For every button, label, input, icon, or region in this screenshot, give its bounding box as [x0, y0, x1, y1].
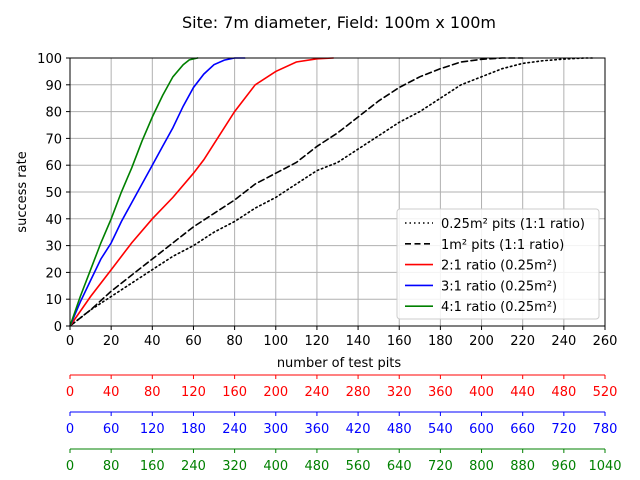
chart-title: Site: 7m diameter, Field: 100m x 100m	[182, 13, 496, 32]
x-tick-label: 240	[551, 334, 576, 349]
x-tick-label: 180	[428, 334, 453, 349]
y-axis-label: success rate	[15, 151, 30, 232]
x-tick-label: 260	[593, 334, 618, 349]
secondary-axis-label: 80	[144, 385, 161, 400]
y-tick-label: 70	[45, 132, 62, 147]
x-tick-label: 20	[103, 334, 120, 349]
secondary-axis-label: 440	[510, 385, 535, 400]
y-tick-label: 30	[45, 240, 62, 255]
secondary-axis-label: 0	[66, 422, 74, 437]
legend-label: 4:1 ratio (0.25m²)	[441, 300, 557, 315]
secondary-axis-label: 1040	[588, 459, 621, 474]
secondary-axis-label: 480	[551, 385, 576, 400]
secondary-axis-label: 80	[103, 459, 120, 474]
legend-label: 0.25m² pits (1:1 ratio)	[441, 217, 585, 232]
secondary-axis-label: 800	[469, 459, 494, 474]
secondary-axis-label: 560	[346, 459, 371, 474]
legend-label: 1m² pits (1:1 ratio)	[441, 238, 564, 253]
secondary-axis-label: 0	[66, 385, 74, 400]
secondary-axis-label: 120	[181, 385, 206, 400]
y-tick-label: 40	[45, 213, 62, 228]
secondary-axis-label: 780	[593, 422, 618, 437]
secondary-axis-label: 480	[387, 422, 412, 437]
x-tick-label: 160	[387, 334, 412, 349]
legend: 0.25m² pits (1:1 ratio) 1m² pits (1:1 rat…	[396, 208, 600, 320]
secondary-axis-label: 320	[222, 459, 247, 474]
secondary-axis-label: 240	[305, 385, 330, 400]
secondary-axis-label: 240	[222, 422, 247, 437]
series-line-1	[69, 57, 596, 327]
y-tick-label: 10	[45, 293, 62, 308]
series-line-2	[69, 57, 524, 327]
y-tick-label: 20	[45, 266, 62, 281]
secondary-axis-label: 600	[469, 422, 494, 437]
y-tick-label: 90	[45, 79, 62, 94]
secondary-axis-label: 720	[551, 422, 576, 437]
x-tick-label: 40	[144, 334, 161, 349]
series-line-5	[69, 57, 199, 327]
secondary-axis-label: 480	[305, 459, 330, 474]
secondary-axis-label: 120	[140, 422, 165, 437]
secondary-axis-label: 880	[510, 459, 535, 474]
x-tick-label: 80	[226, 334, 243, 349]
legend-label: 2:1 ratio (0.25m²)	[441, 259, 557, 274]
secondary-axis-label: 180	[181, 422, 206, 437]
y-tick-label: 0	[54, 320, 62, 335]
secondary-axis-label: 640	[387, 459, 412, 474]
x-tick-label: 140	[346, 334, 371, 349]
y-tick-label: 60	[45, 159, 62, 174]
secondary-axis-label: 360	[428, 385, 453, 400]
secondary-axis-label: 400	[263, 459, 288, 474]
secondary-axis-label: 40	[103, 385, 120, 400]
y-tick-label: 50	[45, 186, 62, 201]
series-line-3	[69, 57, 335, 327]
secondary-axis-label: 660	[510, 422, 535, 437]
y-tick-label: 100	[37, 52, 62, 67]
x-axis-label: number of test pits	[277, 356, 402, 371]
secondary-axis-label: 240	[181, 459, 206, 474]
secondary-axis-label: 280	[346, 385, 371, 400]
secondary-axis-label: 420	[346, 422, 371, 437]
x-tick-label: 60	[185, 334, 202, 349]
x-tick-label: 120	[305, 334, 330, 349]
legend-box	[396, 208, 600, 320]
x-tick-label: 200	[469, 334, 494, 349]
y-tick-label: 80	[45, 106, 62, 121]
secondary-axis-label: 160	[222, 385, 247, 400]
series-line-4	[69, 57, 246, 327]
secondary-axis-label: 0	[66, 459, 74, 474]
x-tick-label: 0	[66, 334, 74, 349]
secondary-axis-label: 960	[551, 459, 576, 474]
x-tick-label: 220	[510, 334, 535, 349]
secondary-axis-label: 60	[103, 422, 120, 437]
secondary-axis-label: 400	[469, 385, 494, 400]
secondary-axis-label: 300	[263, 422, 288, 437]
secondary-axis-label: 200	[263, 385, 288, 400]
x-tick-label: 100	[263, 334, 288, 349]
secondary-axis-label: 360	[305, 422, 330, 437]
legend-label: 3:1 ratio (0.25m²)	[441, 279, 557, 294]
secondary-axis-label: 320	[387, 385, 412, 400]
secondary-axis-label: 720	[428, 459, 453, 474]
secondary-axis-label: 160	[140, 459, 165, 474]
secondary-axis-label: 540	[428, 422, 453, 437]
secondary-axis-label: 520	[593, 385, 618, 400]
